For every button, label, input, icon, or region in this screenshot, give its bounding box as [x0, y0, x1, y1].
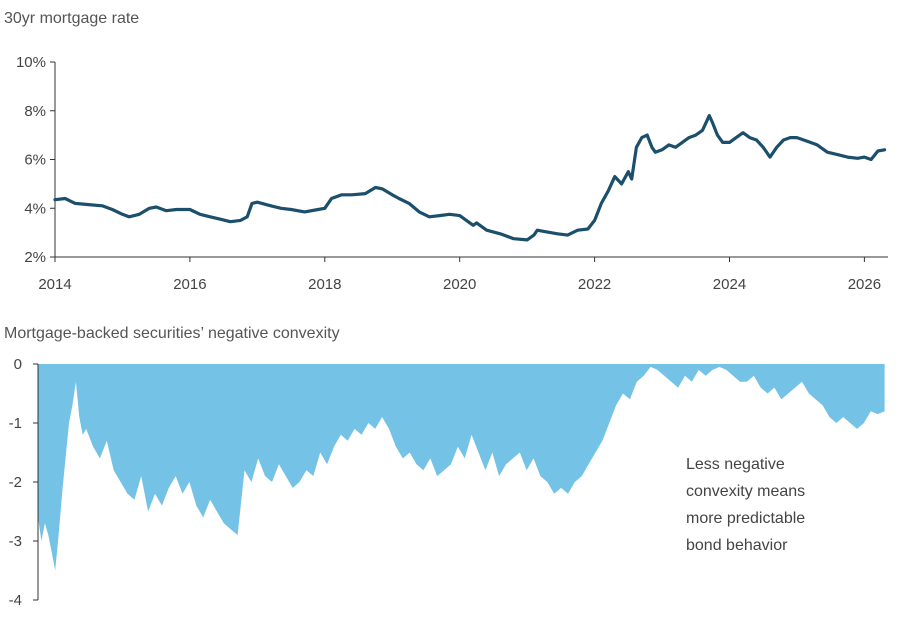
mortgage-rate-chart: 30yr mortgage rate 2%4%6%8%10% 2014 2016 2…: [4, 10, 888, 293]
annotation-line: bond behavior: [686, 537, 788, 554]
y-tick-label: -2: [9, 474, 22, 491]
mortgage-rate-chart-title: 30yr mortgage rate: [4, 10, 139, 27]
convexity-chart: Mortgage-backed securities’ negative con…: [4, 325, 885, 609]
x-tick-label: 2016: [173, 276, 206, 293]
y-tick-label: -3: [9, 533, 22, 550]
annotation-line: more predictable: [686, 510, 805, 527]
convexity-chart-title: Mortgage-backed securities’ negative con…: [4, 325, 340, 342]
y-tick-label: 8%: [24, 103, 46, 120]
annotation-line: convexity means: [686, 483, 805, 500]
convexity-annotation: Less negative convexity means more predict…: [686, 456, 805, 554]
x-tick-label: 2014: [38, 276, 71, 293]
x-tick-label: 2024: [713, 276, 746, 293]
x-tick-label: 2020: [443, 276, 476, 293]
annotation-line: Less negative: [686, 456, 785, 473]
x-tick-label: 2026: [848, 276, 881, 293]
mortgage-rate-series-line: [53, 114, 887, 242]
y-tick-label: -1: [9, 415, 22, 432]
x-tick-label: 2022: [578, 276, 611, 293]
y-tick-label: 0: [14, 356, 22, 373]
mortgage-rate-x-ticks: 2014 2016 2018 2020 2022 2024 2026: [38, 257, 881, 293]
y-tick-label: 10%: [16, 54, 46, 71]
mortgage-rate-y-ticks: 2% 4% 6% 8% 10%: [16, 54, 55, 266]
y-tick-label: 6%: [24, 152, 46, 169]
convexity-y-ticks: 0 -1 -2 -3 -4: [9, 356, 38, 609]
convexity-series-area: [38, 364, 885, 571]
y-tick-label: -4: [9, 592, 22, 609]
x-tick-label: 2018: [308, 276, 341, 293]
y-tick-label: 2%: [24, 249, 46, 266]
y-tick-label: 4%: [24, 200, 46, 217]
